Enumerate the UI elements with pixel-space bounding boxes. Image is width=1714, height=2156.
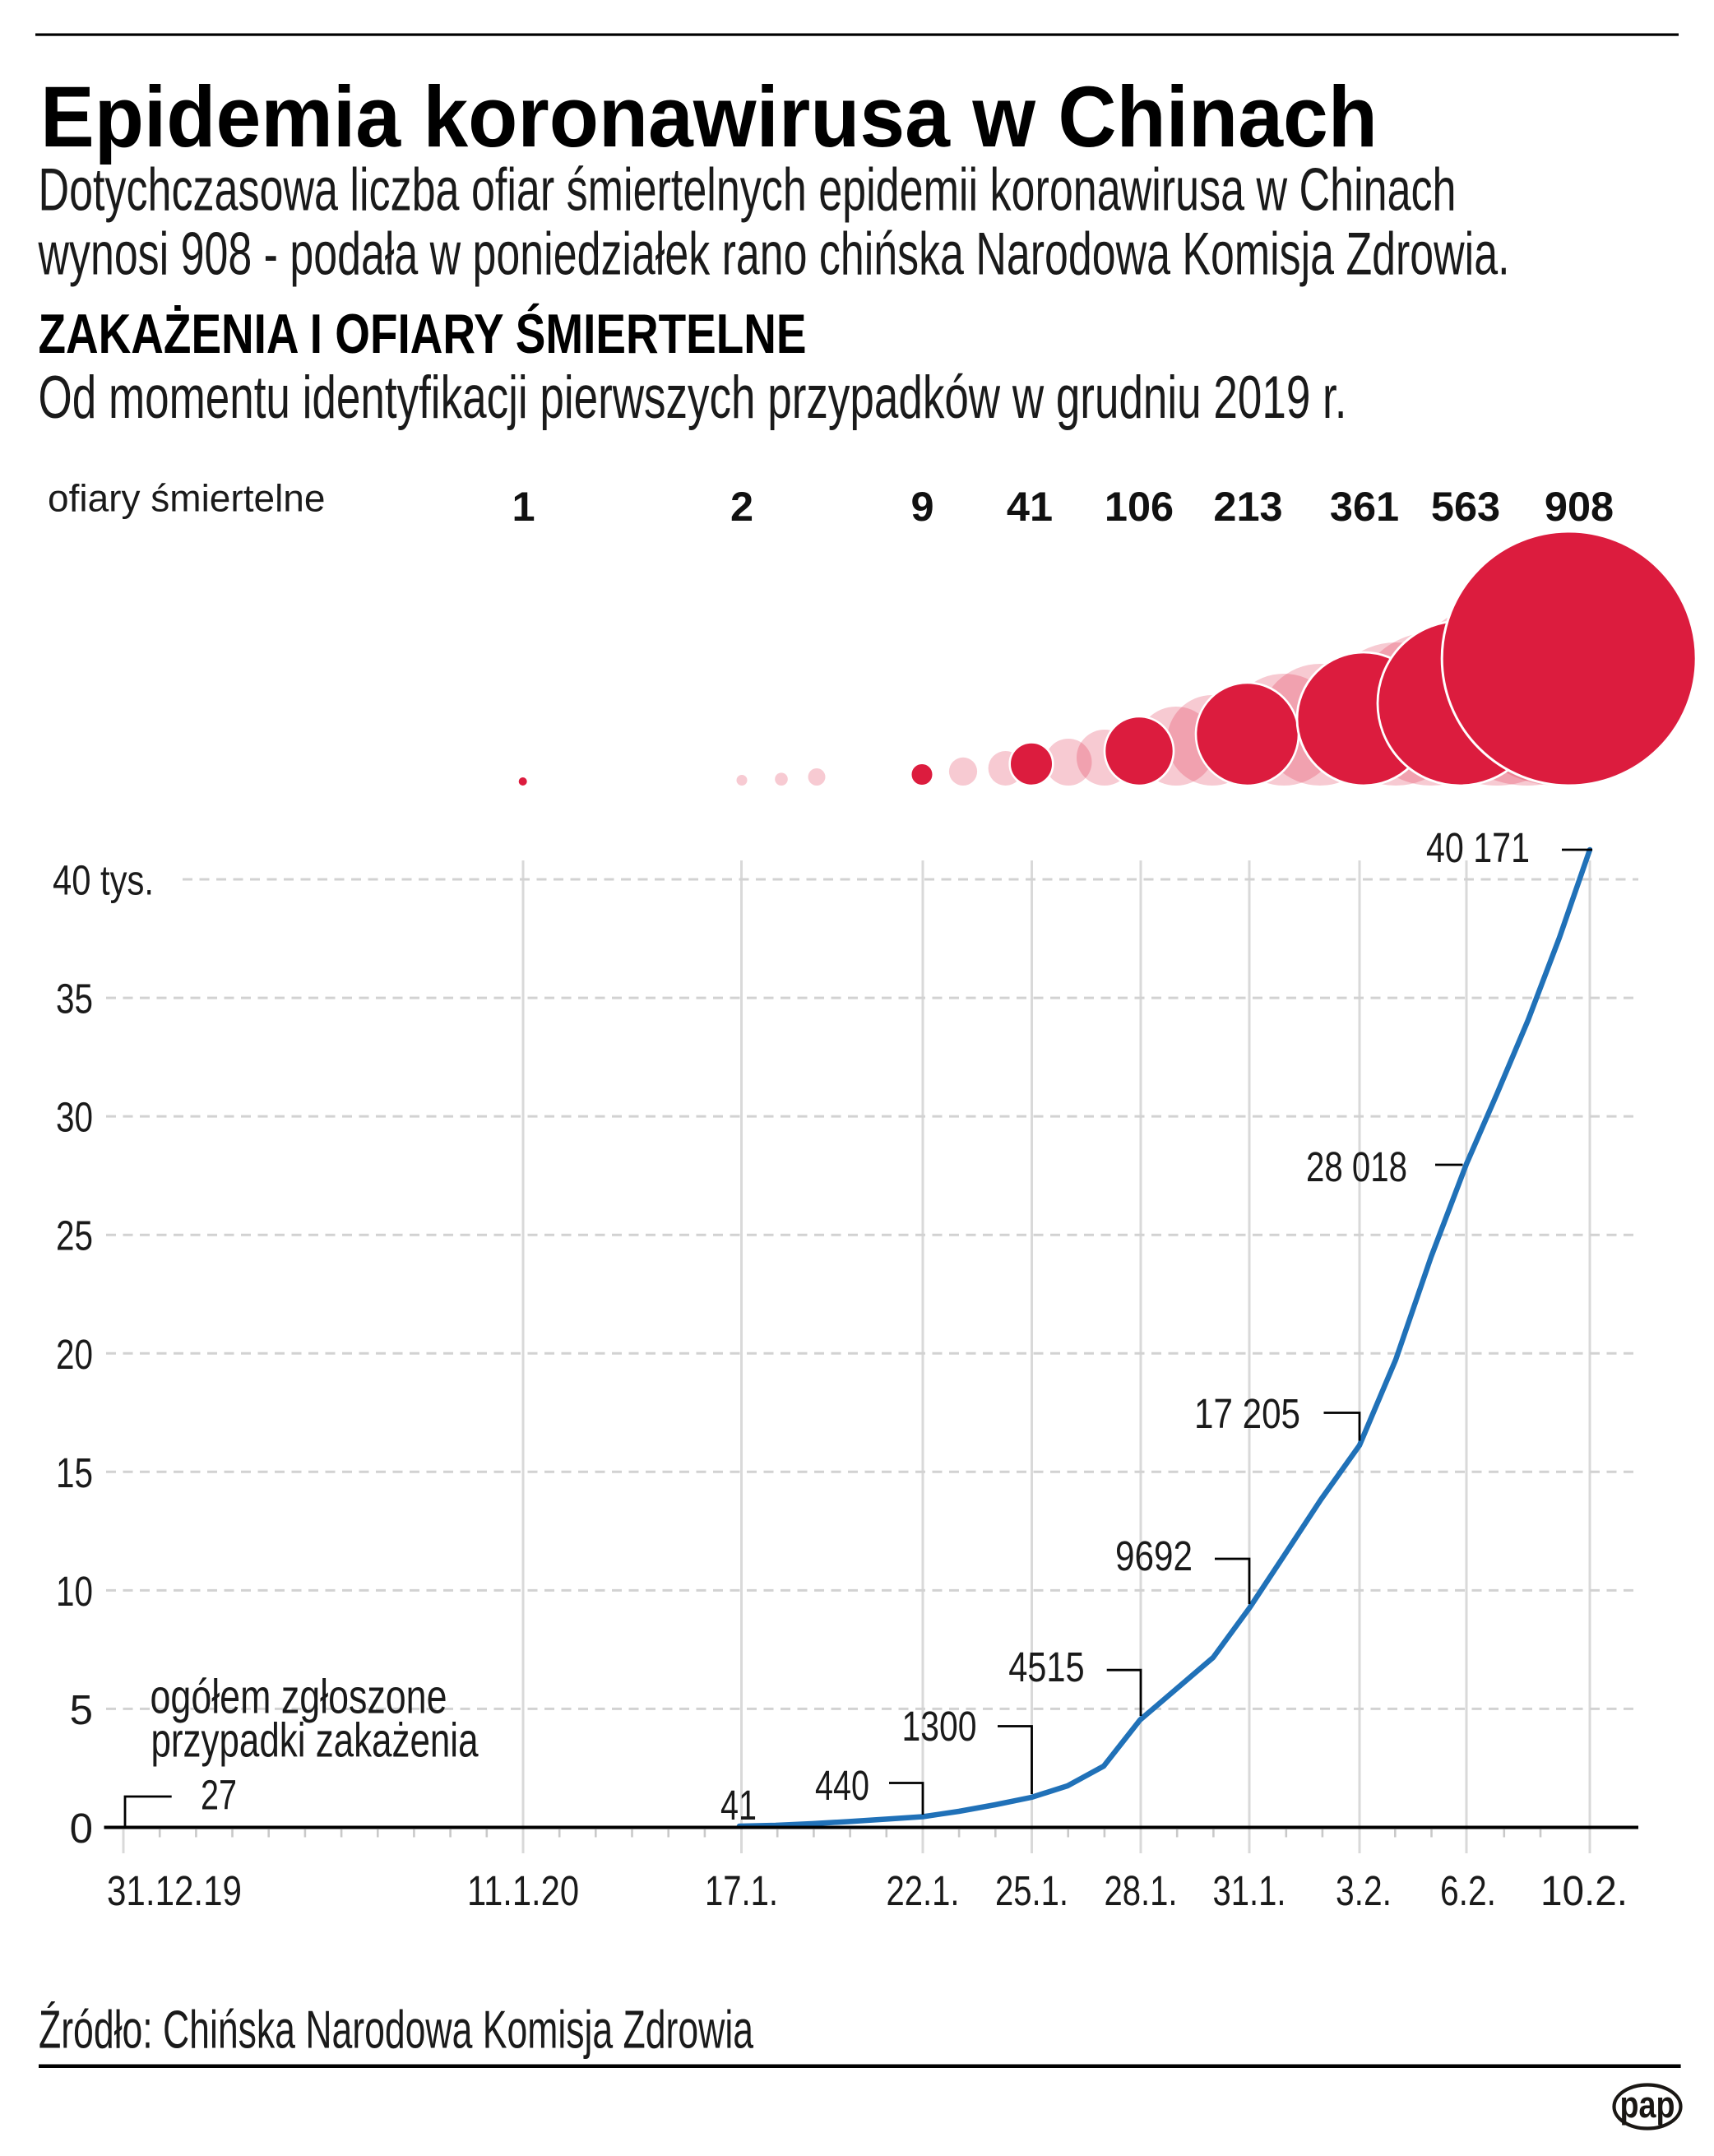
svg-text:25.1.: 25.1.	[995, 1867, 1068, 1914]
svg-text:106: 106	[1105, 483, 1174, 530]
svg-text:15: 15	[56, 1449, 93, 1496]
svg-text:0: 0	[70, 1805, 93, 1852]
svg-text:2: 2	[730, 483, 753, 530]
svg-text:40 171: 40 171	[1426, 824, 1530, 871]
svg-text:17.1.: 17.1.	[705, 1867, 778, 1914]
svg-text:31.1.: 31.1.	[1213, 1867, 1286, 1914]
svg-text:41: 41	[720, 1782, 757, 1829]
svg-text:40 tys.: 40 tys.	[53, 857, 154, 904]
svg-text:41: 41	[1007, 483, 1053, 530]
svg-text:361: 361	[1330, 483, 1399, 530]
svg-text:Epidemia koronawirusa w Chinac: Epidemia koronawirusa w Chinach	[40, 69, 1378, 165]
svg-text:440: 440	[815, 1762, 869, 1809]
svg-text:17 205: 17 205	[1194, 1390, 1300, 1437]
svg-text:30: 30	[56, 1094, 93, 1141]
svg-text:31.12.19: 31.12.19	[107, 1867, 242, 1914]
svg-text:9692: 9692	[1115, 1532, 1193, 1579]
svg-text:ogółem zgłoszone: ogółem zgłoszone	[151, 1671, 447, 1724]
svg-text:ofiary śmiertelne: ofiary śmiertelne	[48, 477, 325, 520]
svg-text:Od momentu identyfikacji pierw: Od momentu identyfikacji pierwszych przy…	[39, 364, 1347, 431]
svg-text:1300: 1300	[902, 1703, 977, 1750]
svg-text:9: 9	[910, 483, 933, 530]
svg-text:25: 25	[56, 1212, 93, 1259]
svg-text:27: 27	[201, 1772, 237, 1819]
svg-text:1: 1	[512, 483, 535, 530]
svg-text:Źródło: Chińska Narodowa Komis: Źródło: Chińska Narodowa Komisja Zdrowia	[39, 2000, 754, 2060]
svg-text:35: 35	[56, 976, 93, 1022]
svg-text:przypadki zakażenia: przypadki zakażenia	[151, 1714, 479, 1768]
svg-text:5: 5	[70, 1686, 93, 1733]
svg-text:28.1.: 28.1.	[1105, 1867, 1178, 1914]
svg-text:22.1.: 22.1.	[887, 1867, 960, 1914]
svg-text:6.2.: 6.2.	[1440, 1867, 1496, 1914]
svg-text:wynosi 908 - podała w poniedzi: wynosi 908 - podała w poniedziałek rano …	[38, 221, 1510, 288]
svg-text:20: 20	[56, 1331, 93, 1378]
svg-text:10: 10	[56, 1568, 93, 1615]
svg-text:4515: 4515	[1008, 1644, 1085, 1690]
svg-text:3.2.: 3.2.	[1336, 1867, 1392, 1914]
svg-text:908: 908	[1545, 483, 1614, 530]
svg-text:563: 563	[1431, 483, 1500, 530]
svg-text:pap: pap	[1620, 2084, 1675, 2126]
svg-text:Dotychczasowa liczba ofiar śmi: Dotychczasowa liczba ofiar śmiertelnych …	[39, 157, 1457, 224]
svg-text:28 018: 28 018	[1306, 1143, 1407, 1190]
svg-text:11.1.20: 11.1.20	[467, 1867, 579, 1914]
svg-text:213: 213	[1213, 483, 1282, 530]
svg-text:10.2.: 10.2.	[1540, 1867, 1628, 1914]
svg-text:ZAKAŻENIA I OFIARY ŚMIERTELNE: ZAKAŻENIA I OFIARY ŚMIERTELNE	[39, 303, 807, 365]
